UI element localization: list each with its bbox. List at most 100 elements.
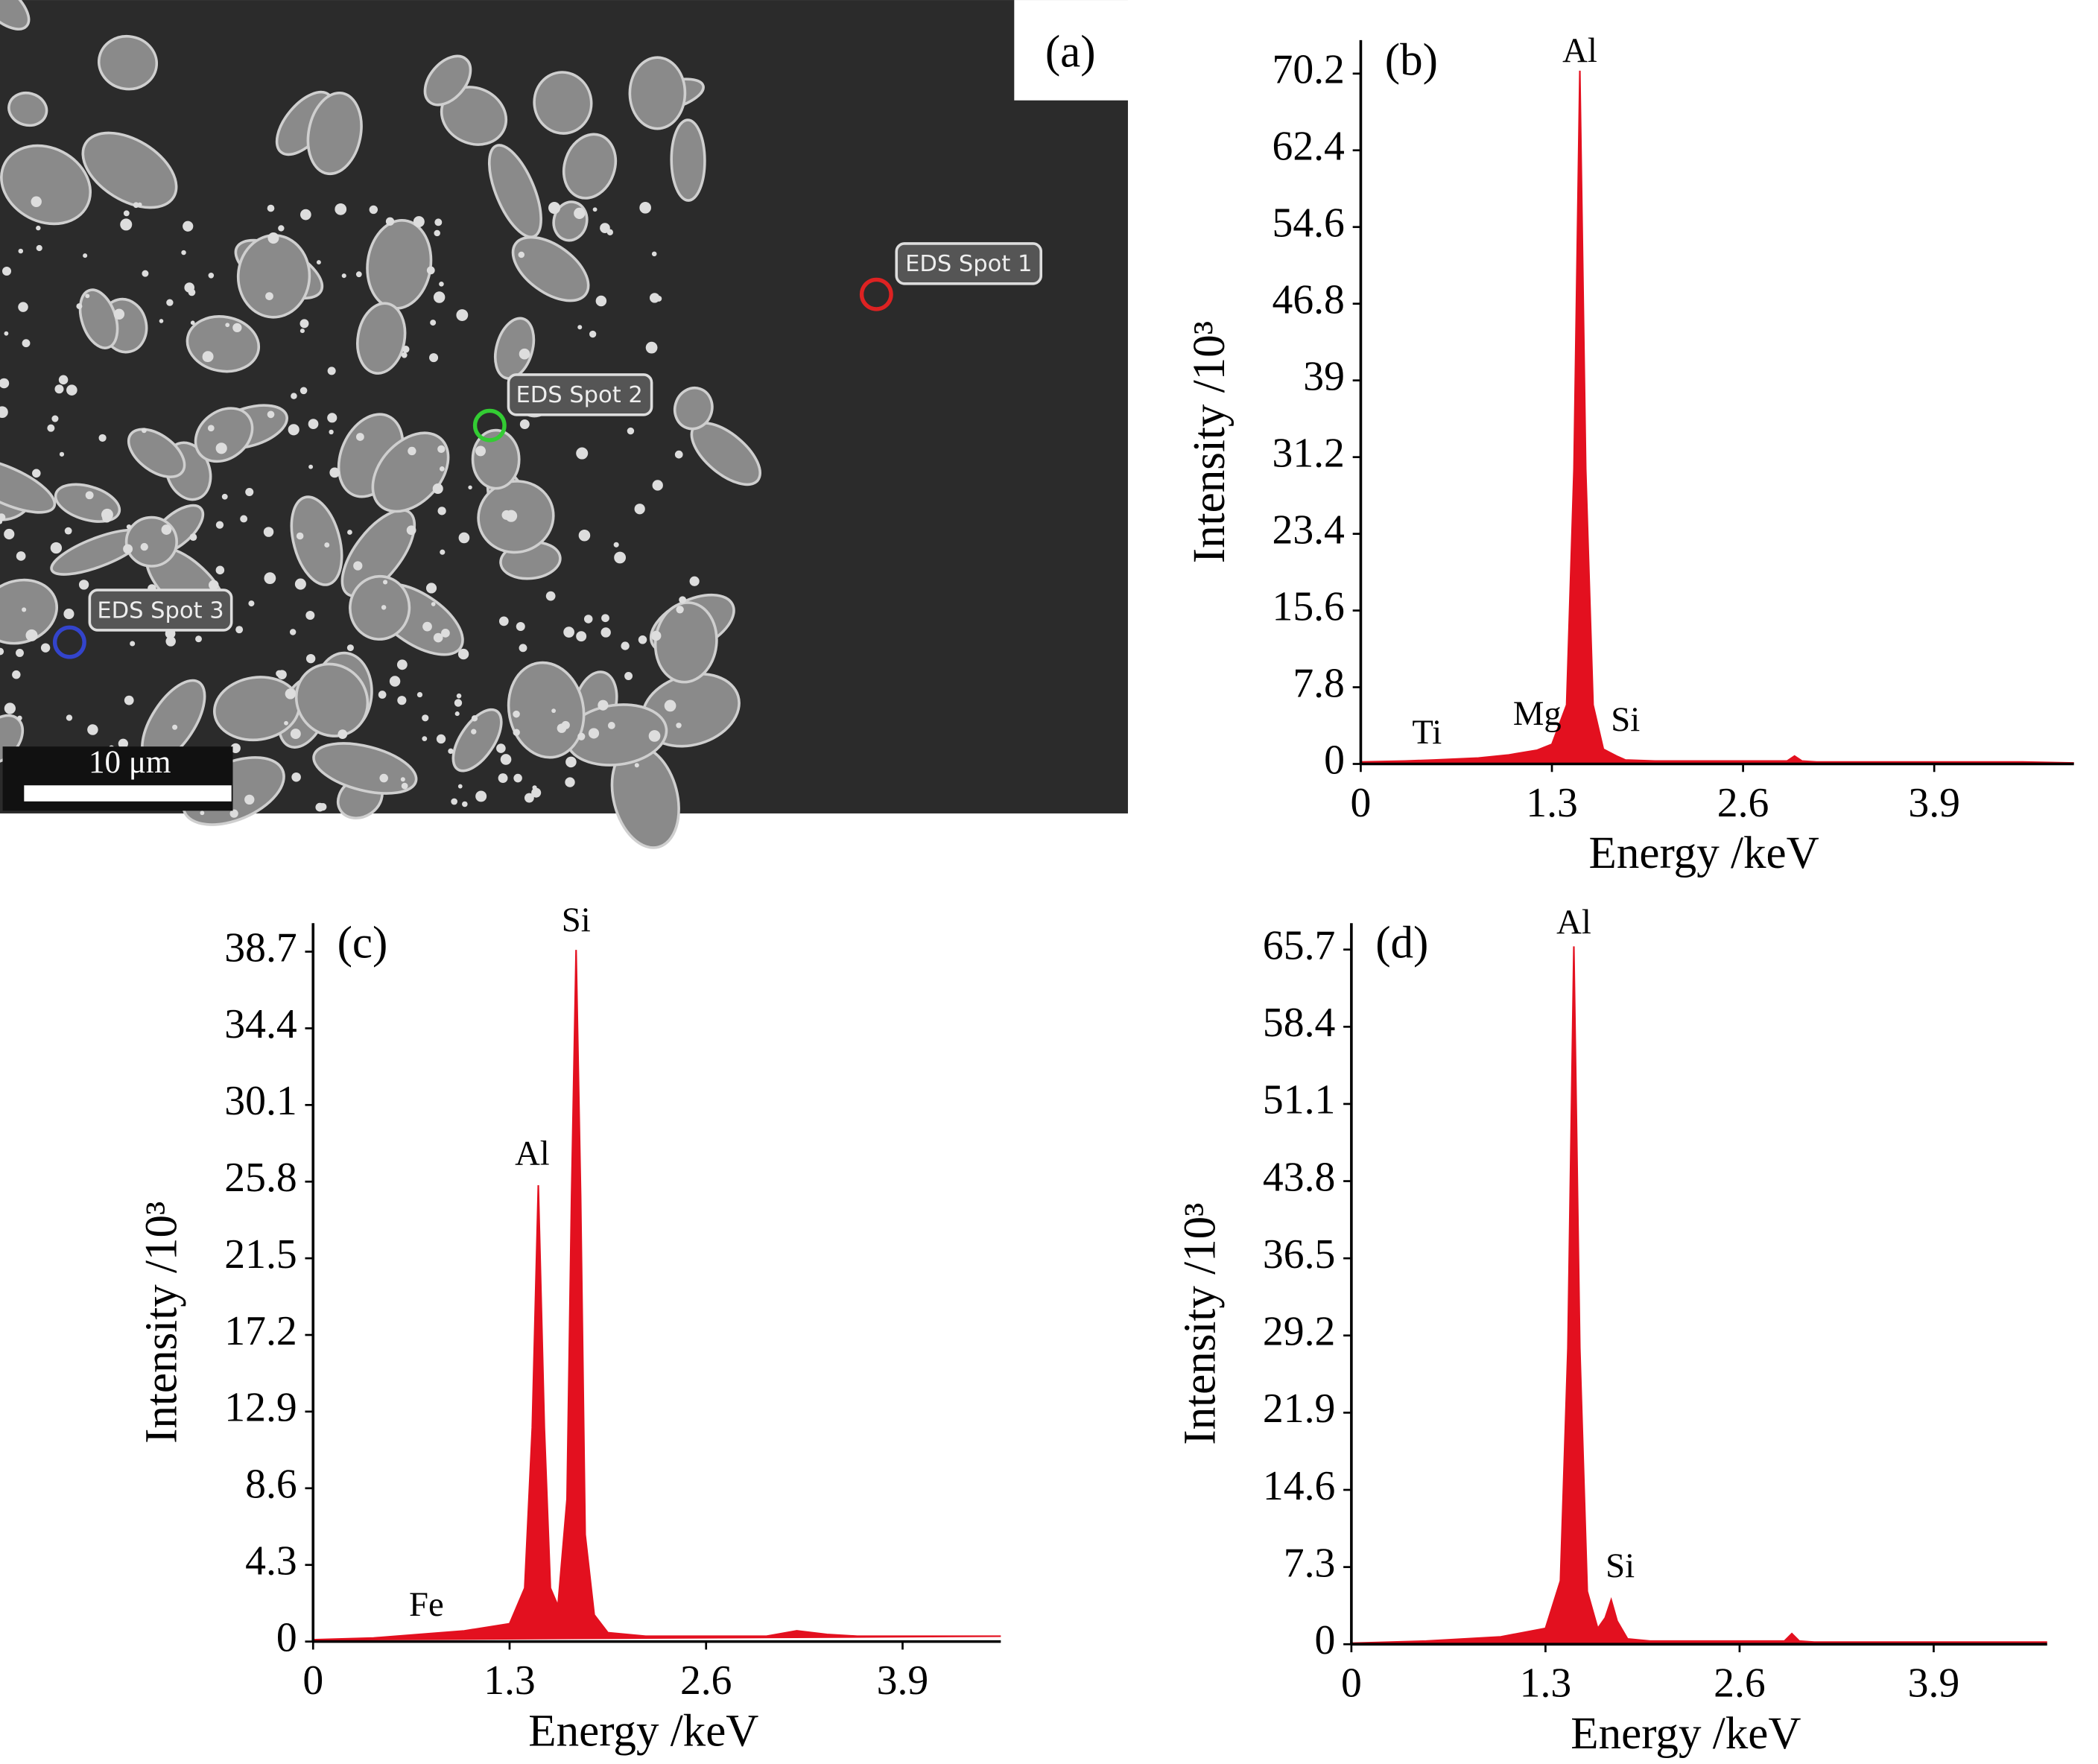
speck (166, 299, 174, 306)
particle (511, 235, 590, 302)
speck (598, 699, 609, 711)
x-axis-label: Energy /keV (1571, 1709, 1801, 1759)
speck (519, 419, 530, 429)
speck (327, 367, 336, 375)
speck (200, 810, 205, 816)
y-tick-label: 25.8 (224, 1155, 297, 1201)
speck (207, 425, 215, 432)
speck (648, 730, 661, 742)
speck (651, 630, 662, 641)
speck (621, 641, 630, 650)
speck (457, 784, 463, 789)
speck (456, 693, 462, 699)
speck (208, 273, 215, 279)
panel-label: (c) (337, 919, 388, 968)
speck (355, 433, 364, 441)
spot-box (88, 588, 233, 632)
chart: 0 4.3 8.6 12.9 17.2 21.5 25.8 30.1 34.4 38.7 0 1.3 2… (137, 901, 1001, 1756)
speck (430, 320, 437, 326)
x-tick-label: 0 (302, 1657, 323, 1704)
speck (245, 487, 254, 497)
y-tick-label: 65.7 (1263, 922, 1335, 968)
speck (577, 732, 586, 740)
speck (289, 629, 297, 635)
y-axis-label: Intensity /10³ (137, 1202, 187, 1444)
x-tick-label: 0 (1351, 780, 1372, 826)
speck (16, 648, 24, 657)
speck (316, 260, 321, 265)
speck (172, 724, 178, 730)
speck (141, 428, 147, 434)
speck (468, 485, 472, 489)
y-tick-label: 7.8 (1293, 660, 1345, 706)
speck (437, 445, 446, 454)
speck (12, 670, 21, 679)
speck (638, 635, 647, 644)
speck (433, 632, 443, 643)
speck (308, 464, 314, 469)
speck (140, 542, 148, 551)
speck (458, 532, 470, 544)
speck (329, 429, 334, 435)
speck (221, 493, 228, 500)
speck (291, 772, 301, 782)
speck (264, 572, 276, 585)
x-tick-label: 2.6 (1714, 1660, 1766, 1706)
speck (190, 320, 195, 326)
peak-label: Si (562, 901, 591, 939)
speck (51, 415, 59, 422)
particle (494, 317, 536, 380)
y-tick-label: 21.9 (1263, 1386, 1335, 1432)
speck (123, 544, 133, 554)
speck (674, 450, 683, 459)
speck (87, 724, 98, 735)
speck (32, 469, 41, 478)
speck (475, 445, 486, 457)
speck (195, 635, 202, 643)
speck (649, 293, 660, 303)
speck (436, 734, 446, 744)
speck (118, 738, 128, 749)
speck (300, 387, 308, 395)
speck (413, 216, 425, 228)
peak-label: Al (1556, 903, 1591, 942)
speck (551, 708, 557, 714)
speck (601, 614, 609, 623)
speck (120, 218, 133, 231)
speck (565, 777, 575, 787)
speck (294, 578, 306, 590)
speck (267, 232, 279, 244)
speck (471, 729, 477, 735)
speck (400, 777, 405, 782)
speck (202, 352, 212, 362)
y-tick-label: 21.5 (224, 1231, 297, 1278)
y-tick-label: 23.4 (1272, 507, 1344, 553)
speck (607, 722, 615, 729)
speck (0, 519, 3, 524)
speck (563, 626, 574, 638)
x-tick-label: 3.9 (1908, 780, 1960, 826)
speck (85, 491, 94, 500)
speck (113, 308, 125, 320)
particle (306, 91, 363, 176)
speck (4, 528, 15, 540)
y-tick-label: 58.4 (1263, 1000, 1335, 1046)
panel-label: (b) (1385, 35, 1438, 85)
speck (471, 715, 478, 722)
speck (58, 375, 69, 385)
particle (562, 133, 618, 200)
speck (284, 720, 288, 726)
speck (0, 647, 4, 656)
speck (422, 621, 432, 632)
speck (244, 794, 255, 805)
particle (0, 457, 57, 514)
panel-label: (a) (1045, 27, 1096, 77)
y-tick-label: 17.2 (224, 1308, 297, 1354)
speck (406, 525, 416, 536)
speck (85, 294, 90, 299)
speck (676, 606, 684, 614)
speck (327, 413, 337, 423)
speck (300, 319, 309, 329)
speck (142, 270, 149, 277)
